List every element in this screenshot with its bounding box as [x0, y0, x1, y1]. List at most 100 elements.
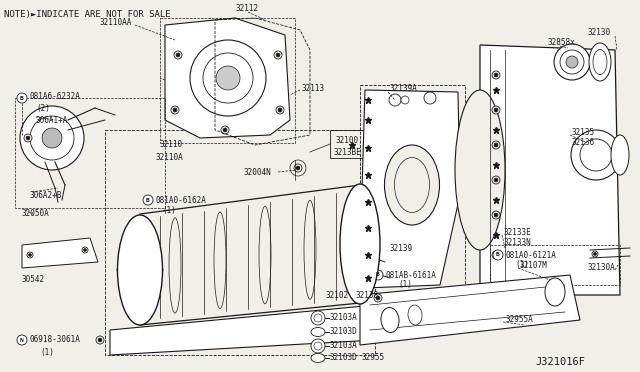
Circle shape	[492, 106, 500, 114]
Text: 32102: 32102	[326, 292, 349, 301]
Circle shape	[138, 317, 141, 320]
Circle shape	[494, 213, 498, 217]
Circle shape	[492, 71, 500, 79]
Text: 32133E: 32133E	[504, 228, 532, 237]
Ellipse shape	[589, 43, 611, 81]
Text: 32112: 32112	[235, 3, 258, 13]
Bar	[490, 245, 620, 285]
Text: 32004N: 32004N	[244, 167, 272, 176]
Text: 32110AA: 32110AA	[100, 17, 132, 26]
Circle shape	[151, 301, 157, 307]
Text: 32110A: 32110A	[155, 153, 183, 161]
Circle shape	[494, 108, 498, 112]
Circle shape	[274, 51, 282, 59]
Circle shape	[373, 270, 383, 280]
Text: 32139: 32139	[390, 244, 413, 253]
Circle shape	[173, 108, 177, 112]
Circle shape	[176, 53, 180, 57]
Circle shape	[494, 178, 498, 182]
Ellipse shape	[385, 145, 440, 225]
Circle shape	[276, 106, 284, 114]
Circle shape	[124, 302, 127, 305]
Text: 30542: 30542	[22, 276, 45, 285]
Circle shape	[137, 315, 143, 321]
Circle shape	[374, 294, 382, 302]
Text: 32136: 32136	[572, 138, 595, 147]
Text: 32103A: 32103A	[330, 341, 358, 350]
Circle shape	[42, 128, 62, 148]
Circle shape	[118, 269, 122, 272]
Circle shape	[153, 302, 156, 305]
Circle shape	[171, 106, 179, 114]
Text: 06918-3061A: 06918-3061A	[29, 336, 80, 344]
Circle shape	[494, 73, 498, 77]
Circle shape	[376, 296, 380, 300]
Text: B: B	[376, 273, 380, 278]
Circle shape	[83, 248, 86, 251]
Text: 32100: 32100	[335, 135, 358, 144]
Text: 32133N: 32133N	[504, 237, 532, 247]
Text: 32050A: 32050A	[22, 208, 50, 218]
Text: 32130A: 32130A	[588, 263, 616, 273]
Circle shape	[117, 267, 123, 273]
Circle shape	[123, 301, 129, 307]
Text: 306A2+B: 306A2+B	[30, 190, 62, 199]
Circle shape	[494, 253, 498, 257]
Circle shape	[138, 221, 141, 224]
Circle shape	[29, 253, 31, 257]
Circle shape	[311, 339, 325, 353]
Text: J321016F: J321016F	[535, 357, 585, 367]
Ellipse shape	[545, 278, 565, 306]
Circle shape	[593, 253, 596, 256]
Text: 306A1+A: 306A1+A	[36, 115, 68, 125]
Text: 32130: 32130	[588, 28, 611, 36]
Bar	[160, 18, 295, 143]
Text: 32139A: 32139A	[390, 83, 418, 93]
Ellipse shape	[311, 327, 325, 337]
Circle shape	[143, 195, 153, 205]
Circle shape	[216, 66, 240, 90]
Text: 32110: 32110	[160, 140, 183, 148]
Circle shape	[401, 96, 409, 104]
Text: 32858x: 32858x	[548, 38, 576, 46]
Circle shape	[20, 106, 84, 170]
Circle shape	[592, 251, 598, 257]
Circle shape	[223, 128, 227, 132]
Circle shape	[221, 126, 229, 134]
Circle shape	[294, 164, 302, 172]
Circle shape	[157, 267, 163, 273]
Circle shape	[566, 56, 578, 68]
Text: (1): (1)	[515, 260, 529, 269]
Polygon shape	[165, 18, 290, 138]
Circle shape	[26, 136, 30, 140]
Circle shape	[296, 166, 300, 170]
Text: 081A0-6121A: 081A0-6121A	[505, 250, 556, 260]
Text: (2): (2)	[36, 103, 50, 112]
Text: B: B	[496, 253, 500, 257]
Text: (1): (1)	[398, 280, 412, 289]
Circle shape	[190, 40, 266, 116]
Ellipse shape	[381, 308, 399, 333]
Text: (1): (1)	[40, 347, 54, 356]
Text: 32103D: 32103D	[330, 327, 358, 337]
Ellipse shape	[611, 135, 629, 175]
Polygon shape	[360, 275, 580, 345]
Circle shape	[278, 108, 282, 112]
Polygon shape	[480, 45, 620, 295]
Circle shape	[493, 250, 503, 260]
Circle shape	[311, 311, 325, 325]
Bar	[105, 130, 375, 355]
Text: N: N	[20, 337, 24, 343]
Circle shape	[123, 233, 129, 239]
Circle shape	[151, 233, 157, 239]
Circle shape	[24, 134, 32, 142]
Circle shape	[554, 44, 590, 80]
Text: B: B	[20, 96, 24, 100]
Text: 32107M: 32107M	[520, 260, 548, 269]
Ellipse shape	[311, 353, 325, 362]
Circle shape	[124, 235, 127, 238]
Circle shape	[159, 269, 161, 272]
Circle shape	[492, 176, 500, 184]
Circle shape	[27, 252, 33, 258]
Circle shape	[494, 143, 498, 147]
